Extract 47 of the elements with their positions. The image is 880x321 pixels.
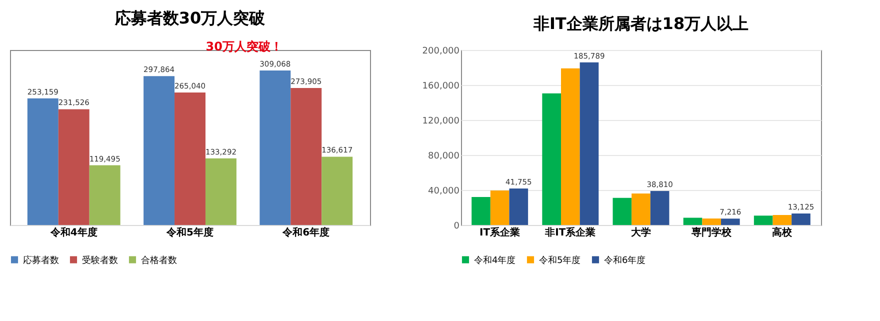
y-tick-label: 0 xyxy=(454,222,460,232)
legend-label: 令和5年度 xyxy=(539,254,581,266)
text: 30万人突破！ xyxy=(206,39,282,54)
bar xyxy=(632,194,650,225)
bar xyxy=(472,197,490,225)
legend-label: 合格者数 xyxy=(141,254,177,266)
chart-title: 応募者数30万人突破 xyxy=(114,8,266,28)
x-tick-label: IT系企業 xyxy=(480,226,520,238)
bar xyxy=(205,158,236,225)
bar xyxy=(58,109,90,225)
chart-title: 非IT企業所属者は18万人以上 xyxy=(532,14,749,33)
bar xyxy=(721,218,740,225)
y-tick-label: 40,000 xyxy=(428,186,460,196)
bar xyxy=(683,218,702,225)
bar xyxy=(322,156,353,225)
bar xyxy=(89,165,120,225)
legend-label: 応募者数 xyxy=(23,254,59,266)
x-tick-label: 令和4年度 xyxy=(49,226,98,238)
x-tick-label: 非IT系企業 xyxy=(544,226,596,238)
bar xyxy=(542,93,561,225)
x-tick-label: 令和5年度 xyxy=(166,226,214,238)
bar xyxy=(260,70,291,225)
y-tick-label: 80,000 xyxy=(428,152,460,162)
bar xyxy=(650,191,670,225)
bar xyxy=(580,62,599,225)
bar xyxy=(144,76,175,225)
x-tick-label: 大学 xyxy=(630,226,651,238)
bar xyxy=(290,88,322,225)
bar xyxy=(490,190,510,225)
bar xyxy=(754,216,773,225)
bar xyxy=(792,214,810,225)
y-tick-label: 120,000 xyxy=(422,116,460,126)
y-tick-label: 200,000 xyxy=(422,46,460,56)
legend-label: 令和4年度 xyxy=(474,254,516,266)
bar xyxy=(509,188,528,225)
x-tick-label: 高校 xyxy=(772,226,794,238)
bar xyxy=(772,215,792,225)
legend-label: 令和6年度 xyxy=(604,254,646,266)
bar xyxy=(612,198,632,225)
x-tick-label: 専門学校 xyxy=(690,226,733,238)
bar xyxy=(702,218,721,225)
x-tick-label: 令和6年度 xyxy=(282,226,330,238)
bar xyxy=(27,98,58,225)
y-tick-label: 160,000 xyxy=(422,82,460,92)
legend-label: 受験者数 xyxy=(82,254,118,266)
bar xyxy=(561,68,580,225)
bar xyxy=(174,92,206,225)
